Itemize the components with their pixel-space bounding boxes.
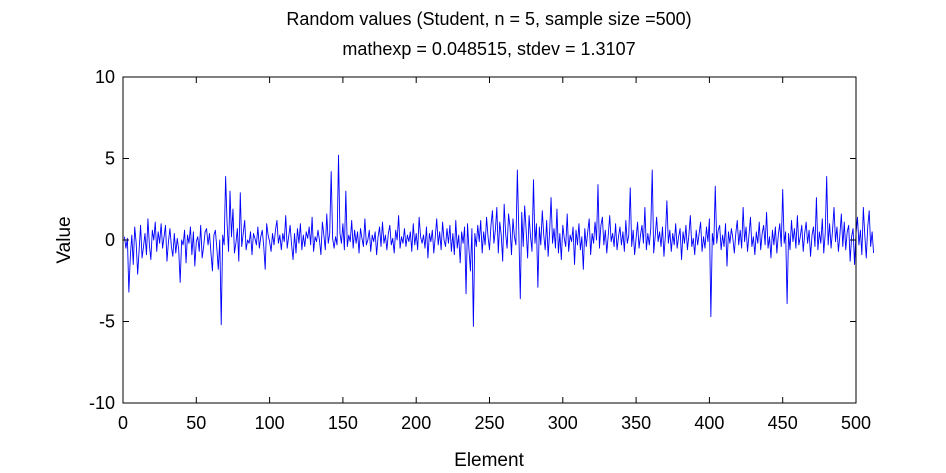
x-tick-label: 150 xyxy=(328,413,358,433)
y-tick-label: -5 xyxy=(99,312,115,332)
x-tick-label: 0 xyxy=(118,413,128,433)
axes-box xyxy=(122,76,857,404)
x-axis-label: Element xyxy=(454,450,524,471)
series-line-0 xyxy=(124,154,875,327)
series-layer xyxy=(124,154,875,327)
x-tick-label: 450 xyxy=(768,413,798,433)
plot-area xyxy=(123,77,856,403)
x-tick-label: 350 xyxy=(621,413,651,433)
y-tick-label: -10 xyxy=(89,393,115,413)
x-tick-label: 200 xyxy=(401,413,431,433)
x-tick-label: 300 xyxy=(548,413,578,433)
chart-title: Random values (Student, n = 5, sample si… xyxy=(286,9,691,29)
y-tick-label: 10 xyxy=(95,67,115,87)
x-tick-label: 100 xyxy=(255,413,285,433)
x-tick-label: 500 xyxy=(841,413,871,433)
y-tick-label: 0 xyxy=(105,230,115,250)
x-tick-label: 400 xyxy=(694,413,724,433)
y-axis-label: Value xyxy=(54,216,75,263)
chart-subtitle: mathexp = 0.048515, stdev = 1.3107 xyxy=(342,39,635,59)
tick-layer: 0 50 100 150 200 250 300 350 400 450 500 -10 -5 0 5 10 xyxy=(89,67,871,433)
y-tick-label: 5 xyxy=(105,149,115,169)
x-tick-label: 50 xyxy=(186,413,206,433)
x-tick-label: 250 xyxy=(474,413,504,433)
